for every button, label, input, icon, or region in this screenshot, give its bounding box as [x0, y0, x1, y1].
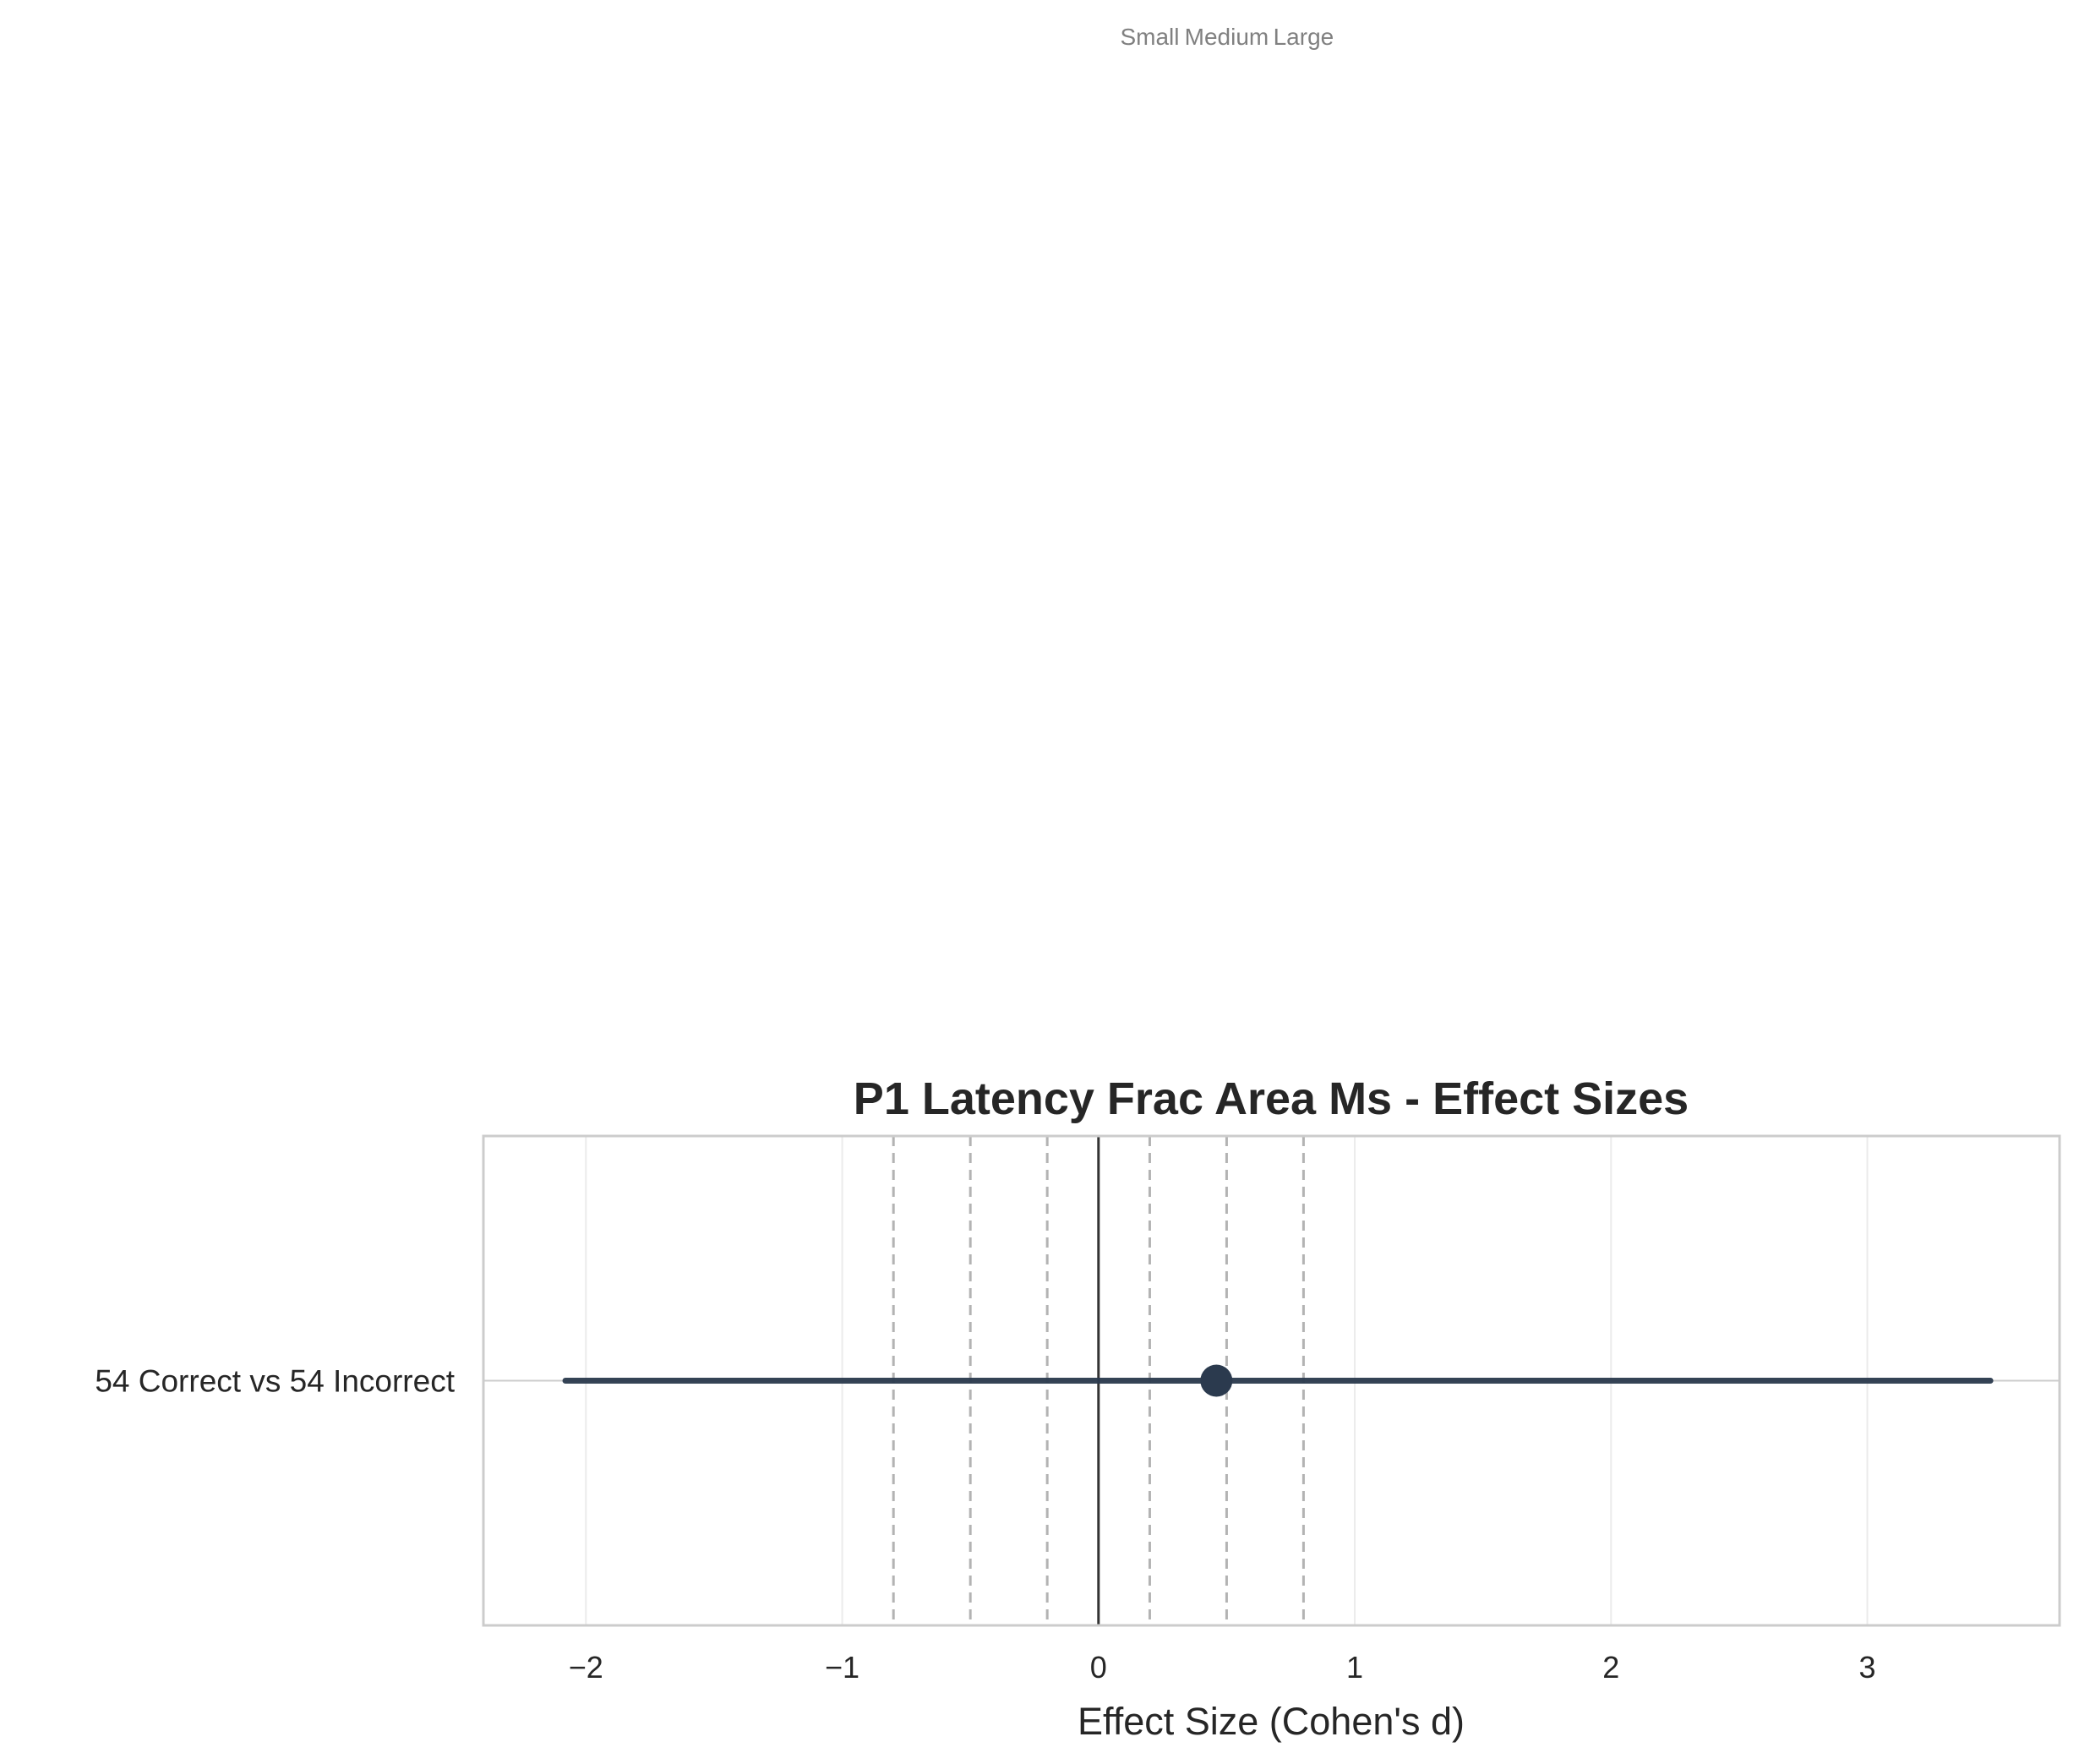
- y-category-label: 54 Correct vs 54 Incorrect: [95, 1364, 455, 1399]
- x-tick-label: 0: [1090, 1650, 1107, 1685]
- x-tick-label: 3: [1859, 1650, 1876, 1685]
- y-category-labels: 54 Correct vs 54 Incorrect: [95, 1364, 455, 1399]
- reference-label: Small: [1120, 24, 1179, 50]
- x-tick-labels: −2 −1 0 1 2 3: [569, 1650, 1876, 1685]
- effect-size-point: [1200, 1364, 1233, 1397]
- x-tick-label: −2: [569, 1650, 603, 1685]
- x-tick-label: 2: [1602, 1650, 1619, 1685]
- data-marks: [562, 1364, 1994, 1397]
- chart-title: P1 Latency Frac Area Ms - Effect Sizes: [854, 1073, 1689, 1124]
- x-tick-label: 1: [1346, 1650, 1363, 1685]
- x-tick-label: −1: [825, 1650, 859, 1685]
- plot-frame: [482, 1134, 2061, 1627]
- reference-label: Medium: [1185, 24, 1269, 50]
- x-axis-title: Effect Size (Cohen's d): [1078, 1700, 1465, 1743]
- reference-labels: Small Medium Large: [1120, 24, 1334, 50]
- reference-label: Large: [1274, 24, 1334, 50]
